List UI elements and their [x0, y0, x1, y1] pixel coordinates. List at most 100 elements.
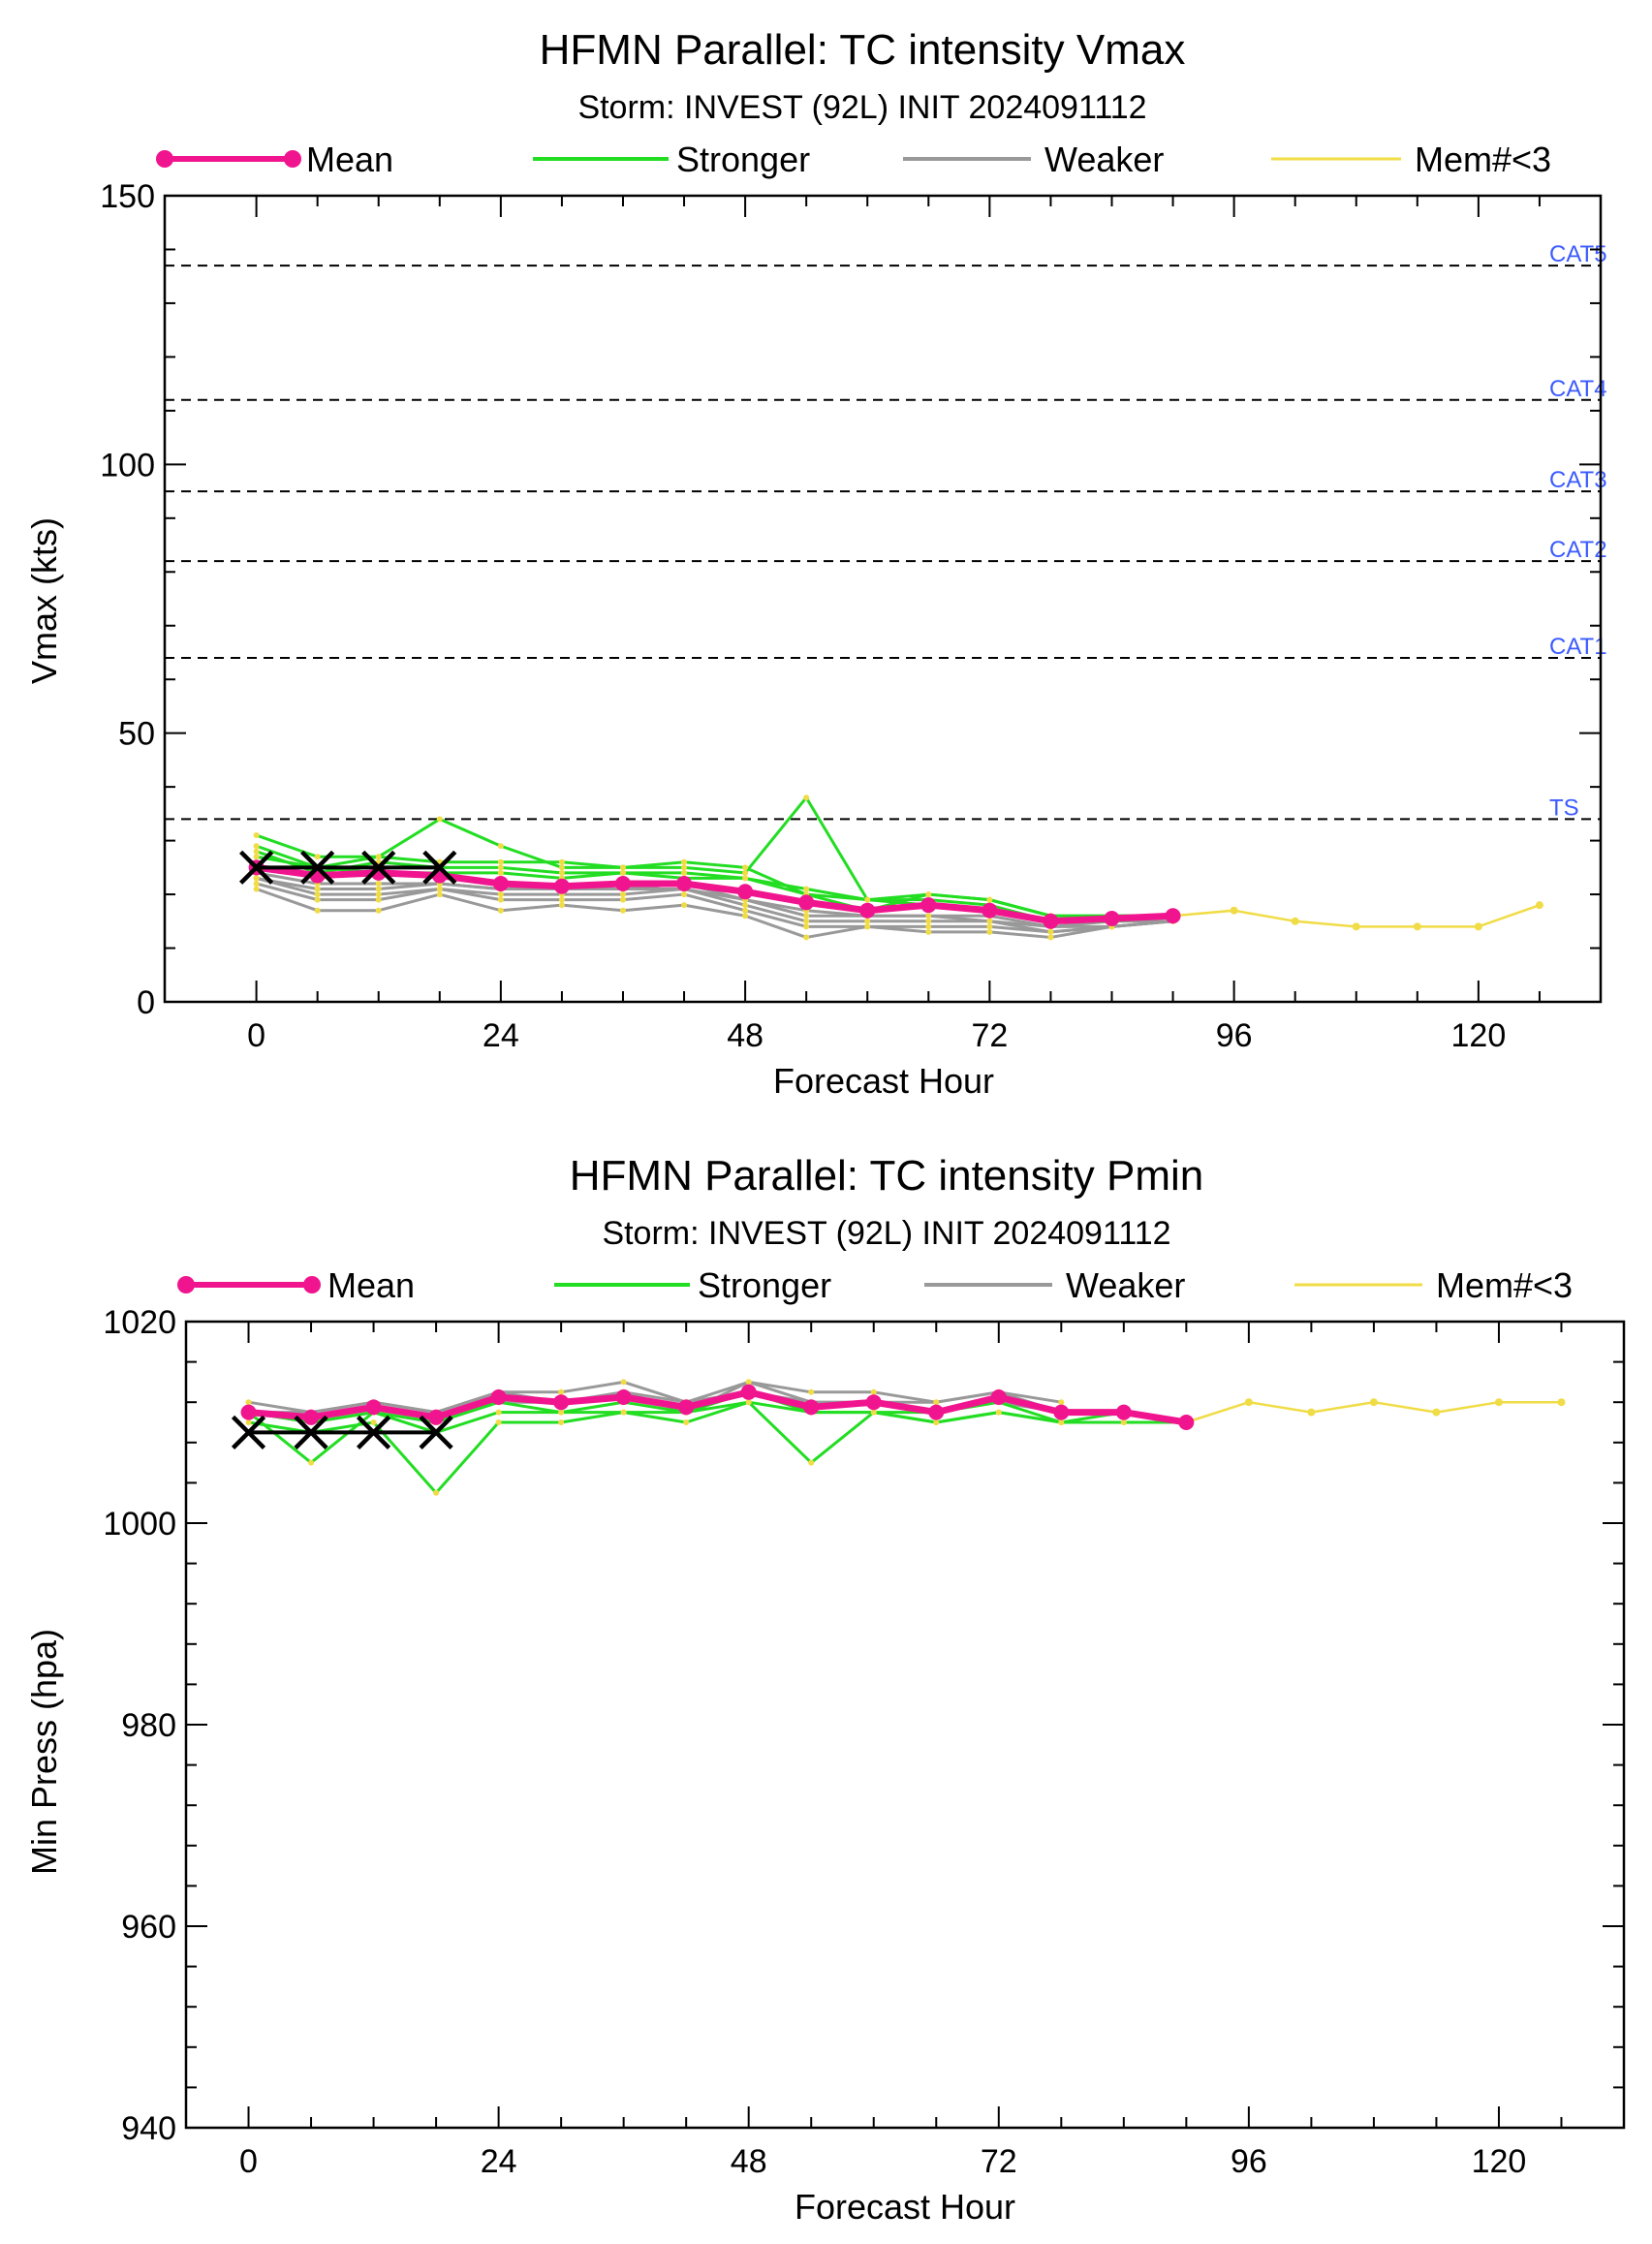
pmin-legend-weaker-label: Weaker [1066, 1265, 1185, 1305]
pmin-x-tick-label: 0 [239, 2143, 258, 2180]
pmin-mean-point [553, 1394, 570, 1411]
vmax-weaker-member-3-point [925, 918, 932, 924]
pmin-stronger-member-1-point [495, 1419, 502, 1425]
vmax-mean-line [256, 863, 1173, 925]
pmin-stronger-member-3-point [870, 1409, 877, 1416]
pmin-mean-point [240, 1404, 257, 1420]
pmin-legend-mean-label: Mean [327, 1265, 415, 1305]
vmax-mean-point [859, 902, 876, 919]
vmax-y-axis-label: Vmax (kts) [24, 517, 64, 684]
vmax-weaker-member-3-point [314, 891, 321, 898]
vmax-weaker-member-3-point [742, 902, 749, 909]
pmin-x-tick-label: 96 [1231, 2143, 1267, 2180]
vmax-legend-mean-marker-right [284, 150, 301, 168]
pmin-observed-marker [231, 1415, 266, 1449]
vmax-series [239, 795, 1543, 941]
vmax-stronger-member-2-point [925, 891, 932, 898]
vmax-weaker-member-2-point [864, 923, 871, 930]
vmax-panel: HFMN Parallel: TC intensity Vmax Storm: … [24, 26, 1607, 1101]
vmax-weaker-member-2-point [986, 923, 993, 930]
vmax-stronger-member-2-point [681, 858, 688, 865]
vmax-stronger-member-4-point [742, 875, 749, 882]
vmax-stronger-member-2-point [375, 854, 382, 860]
vmax-stronger-member-2-point [986, 896, 993, 903]
vmax-weaker-member-4-point [253, 875, 260, 882]
vmax-y-tick-label: 0 [137, 984, 155, 1021]
vmax-weaker-member-2-point [497, 896, 504, 903]
vmax-weaker-member-4-point [803, 913, 810, 919]
vmax-mean-point [1104, 911, 1120, 927]
vmax-observed-marker [361, 850, 396, 885]
vmax-weaker-member-2-point [681, 891, 688, 898]
vmax-y-tick-label: 100 [100, 447, 155, 483]
vmax-mean-point [798, 894, 815, 911]
vmax-weaker-member-3-point [864, 918, 871, 924]
pmin-mean-point [678, 1399, 695, 1416]
vmax-stronger-member-1-point [253, 832, 260, 839]
vmax-observed-marker [239, 850, 274, 885]
vmax-mem3-point [1474, 922, 1482, 931]
pmin-weaker-member-2-line [248, 1390, 1062, 1415]
pmin-mean-point [803, 1399, 820, 1416]
pmin-x-axis-label: Forecast Hour [795, 2187, 1015, 2227]
vmax-weaker-member-1-point [986, 928, 993, 935]
pmin-mean-point [865, 1394, 882, 1411]
vmax-weaker-member-1-point [1047, 934, 1054, 941]
vmax-weaker-member-4-line [256, 876, 1173, 928]
vmax-observed-marker [422, 850, 457, 885]
pmin-mean-point [615, 1389, 632, 1405]
vmax-stronger-member-2-line [256, 844, 1173, 918]
pmin-y-tick-label: 980 [121, 1707, 176, 1744]
pmin-stronger-member-2-point [995, 1409, 1002, 1416]
vmax-weaker-member-4-point [314, 886, 321, 892]
pmin-stronger-member-1-point [433, 1489, 440, 1496]
vmax-stronger-member-4-point [253, 854, 260, 860]
pmin-mean-point [928, 1404, 945, 1420]
pmin-weaker-member-1-point [808, 1388, 815, 1395]
vmax-weaker-member-1-point [314, 907, 321, 914]
vmax-weaker-member-2-point [253, 880, 260, 887]
vmax-y-tick-label: 150 [100, 178, 155, 215]
pmin-mem3-point [1557, 1398, 1566, 1407]
pmin-axes: 0 24 48 72 96 120 940 960 980 1000 1020 [103, 1304, 1626, 2180]
vmax-mean-point [614, 875, 631, 891]
pmin-weaker-member-1-point [870, 1388, 877, 1395]
pmin-stronger-member-3-point [558, 1409, 565, 1416]
vmax-stronger-member-2-point [253, 843, 260, 850]
pmin-mean-point [740, 1384, 757, 1400]
vmax-mean-point [1043, 913, 1059, 929]
pmin-x-tick-label: 48 [731, 2143, 767, 2180]
pmin-weaker-member-1-point [245, 1399, 252, 1406]
vmax-weaker-member-5-line [256, 871, 1173, 928]
vmax-mem3-point [1230, 906, 1238, 915]
vmax-weaker-member-3-point [436, 886, 443, 892]
vmax-axes: 0 24 48 72 96 120 0 50 100 150 [100, 178, 1603, 1054]
vmax-mean-point [982, 902, 998, 919]
vmax-weaker-member-1-point [375, 907, 382, 914]
vmax-stronger-member-3-point [681, 869, 688, 876]
vmax-weaker-member-3-line [256, 876, 1173, 934]
vmax-stronger-member-3-point [803, 886, 810, 892]
pmin-stronger-member-1-point [808, 1459, 815, 1466]
pmin-weaker-member-1-point [1058, 1399, 1065, 1406]
vmax-weaker-member-1-point [681, 902, 688, 909]
vmax-weaker-member-2-point [558, 896, 565, 903]
pmin-mem3-point [1244, 1398, 1253, 1407]
vmax-x-axis-label: Forecast Hour [773, 1061, 994, 1101]
vmax-weaker-member-3-point [375, 891, 382, 898]
vmax-y-tick-label: 50 [118, 716, 155, 753]
vmax-mean-point [676, 875, 693, 891]
vmax-weaker-member-2-point [803, 923, 810, 930]
pmin-mean-point [303, 1409, 320, 1425]
vmax-mean-point [1165, 908, 1181, 924]
vmax-stronger-member-1-point [803, 795, 810, 801]
vmax-legend-mean-marker-left [156, 150, 173, 168]
vmax-weaker-member-3-point [1047, 928, 1054, 935]
vmax-chart-title: HFMN Parallel: TC intensity Vmax [540, 26, 1186, 74]
pmin-plot-frame [184, 1320, 1626, 2130]
vmax-weaker-member-1-point [803, 934, 810, 941]
vmax-weaker-member-1-point [436, 891, 443, 898]
pmin-y-tick-label: 940 [121, 2110, 176, 2147]
vmax-mean-point [920, 897, 937, 914]
